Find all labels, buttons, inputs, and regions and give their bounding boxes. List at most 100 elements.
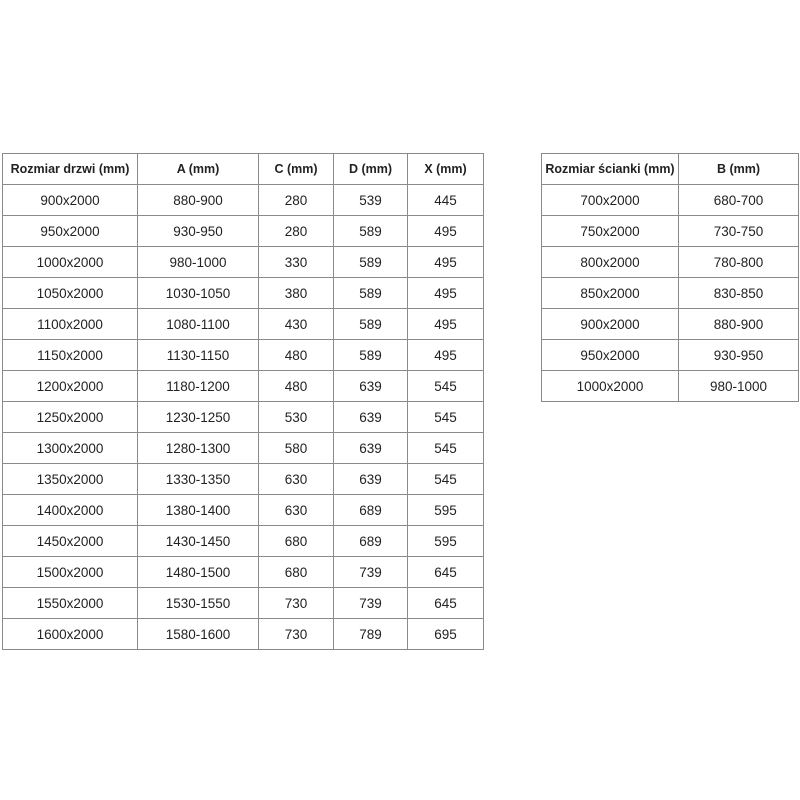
table-cell: 880-900 [678, 308, 799, 340]
table-cell: 589 [333, 215, 408, 247]
table-row: 1550x2000 1530-1550 730 739 645 [2, 587, 484, 619]
table-cell: 445 [407, 184, 484, 216]
table-cell: 545 [407, 463, 484, 495]
table-cell: 589 [333, 339, 408, 371]
table-row: 1300x2000 1280-1300 580 639 545 [2, 432, 484, 464]
table-cell: 630 [258, 494, 334, 526]
table-cell: 1100x2000 [2, 308, 138, 340]
table-cell: 739 [333, 587, 408, 619]
table-cell: 1180-1200 [137, 370, 259, 402]
table-cell: 580 [258, 432, 334, 464]
column-header: A (mm) [137, 153, 259, 185]
table-cell: 1580-1600 [137, 618, 259, 650]
table-cell: 830-850 [678, 277, 799, 309]
table-cell: 495 [407, 277, 484, 309]
table-cell: 789 [333, 618, 408, 650]
table-cell: 980-1000 [137, 246, 259, 278]
table-cell: 1250x2000 [2, 401, 138, 433]
table-row: 700x2000 680-700 [541, 184, 799, 216]
table-cell: 589 [333, 277, 408, 309]
table-cell: 280 [258, 184, 334, 216]
table-cell: 1550x2000 [2, 587, 138, 619]
table-row: 1150x2000 1130-1150 480 589 495 [2, 339, 484, 371]
table-cell: 1330-1350 [137, 463, 259, 495]
table-cell: 495 [407, 308, 484, 340]
table-cell: 280 [258, 215, 334, 247]
table-cell: 930-950 [137, 215, 259, 247]
table-cell: 1200x2000 [2, 370, 138, 402]
table-cell: 780-800 [678, 246, 799, 278]
table-row: 1450x2000 1430-1450 680 689 595 [2, 525, 484, 557]
column-header: B (mm) [678, 153, 799, 185]
table-cell: 545 [407, 432, 484, 464]
table-cell: 495 [407, 246, 484, 278]
table-row: 900x2000 880-900 280 539 445 [2, 184, 484, 216]
table-cell: 530 [258, 401, 334, 433]
table-cell: 695 [407, 618, 484, 650]
wall-size-table: Rozmiar ścianki (mm) B (mm) 700x2000 680-7… [541, 153, 799, 402]
table-row: 800x2000 780-800 [541, 246, 799, 278]
table-row: 750x2000 730-750 [541, 215, 799, 247]
table-cell: 595 [407, 525, 484, 557]
table-cell: 900x2000 [541, 308, 679, 340]
table-cell: 539 [333, 184, 408, 216]
table-row: 900x2000 880-900 [541, 308, 799, 340]
table-cell: 900x2000 [2, 184, 138, 216]
table-row: 1050x2000 1030-1050 380 589 495 [2, 277, 484, 309]
table-cell: 1600x2000 [2, 618, 138, 650]
table-cell: 639 [333, 432, 408, 464]
table-cell: 730 [258, 618, 334, 650]
table-cell: 1450x2000 [2, 525, 138, 557]
table-cell: 645 [407, 556, 484, 588]
table-cell: 1480-1500 [137, 556, 259, 588]
column-header: Rozmiar drzwi (mm) [2, 153, 138, 185]
table-cell: 630 [258, 463, 334, 495]
table-cell: 495 [407, 215, 484, 247]
table-cell: 680 [258, 525, 334, 557]
table-row: 1250x2000 1230-1250 530 639 545 [2, 401, 484, 433]
table-cell: 1380-1400 [137, 494, 259, 526]
table-cell: 680-700 [678, 184, 799, 216]
table-cell: 930-950 [678, 339, 799, 371]
table-cell: 545 [407, 401, 484, 433]
table-row: 1400x2000 1380-1400 630 689 595 [2, 494, 484, 526]
table-cell: 639 [333, 401, 408, 433]
table-cell: 430 [258, 308, 334, 340]
column-header: C (mm) [258, 153, 334, 185]
table-cell: 1280-1300 [137, 432, 259, 464]
table-cell: 639 [333, 370, 408, 402]
table-cell: 689 [333, 494, 408, 526]
table-row: 1100x2000 1080-1100 430 589 495 [2, 308, 484, 340]
table-cell: 1080-1100 [137, 308, 259, 340]
table-cell: 1350x2000 [2, 463, 138, 495]
table-row: 950x2000 930-950 280 589 495 [2, 215, 484, 247]
table-cell: 639 [333, 463, 408, 495]
table-cell: 750x2000 [541, 215, 679, 247]
table-row: 1350x2000 1330-1350 630 639 545 [2, 463, 484, 495]
table-cell: 689 [333, 525, 408, 557]
table-cell: 880-900 [137, 184, 259, 216]
table-cell: 739 [333, 556, 408, 588]
table-header-row: Rozmiar drzwi (mm) A (mm) C (mm) D (mm) X (m… [2, 153, 484, 185]
table-cell: 495 [407, 339, 484, 371]
table-cell: 545 [407, 370, 484, 402]
table-cell: 1500x2000 [2, 556, 138, 588]
table-cell: 480 [258, 339, 334, 371]
column-header: X (mm) [407, 153, 484, 185]
table-cell: 480 [258, 370, 334, 402]
table-cell: 700x2000 [541, 184, 679, 216]
table-header-row: Rozmiar ścianki (mm) B (mm) [541, 153, 799, 185]
table-cell: 589 [333, 308, 408, 340]
table-cell: 950x2000 [541, 339, 679, 371]
table-cell: 330 [258, 246, 334, 278]
table-row: 1200x2000 1180-1200 480 639 545 [2, 370, 484, 402]
table-row: 1600x2000 1580-1600 730 789 695 [2, 618, 484, 650]
table-cell: 680 [258, 556, 334, 588]
table-cell: 800x2000 [541, 246, 679, 278]
table-cell: 1530-1550 [137, 587, 259, 619]
table-row: 850x2000 830-850 [541, 277, 799, 309]
table-row: 950x2000 930-950 [541, 339, 799, 371]
door-size-table: Rozmiar drzwi (mm) A (mm) C (mm) D (mm) X (m… [2, 153, 484, 650]
table-row: 1000x2000 980-1000 [541, 370, 799, 402]
table-cell: 1300x2000 [2, 432, 138, 464]
